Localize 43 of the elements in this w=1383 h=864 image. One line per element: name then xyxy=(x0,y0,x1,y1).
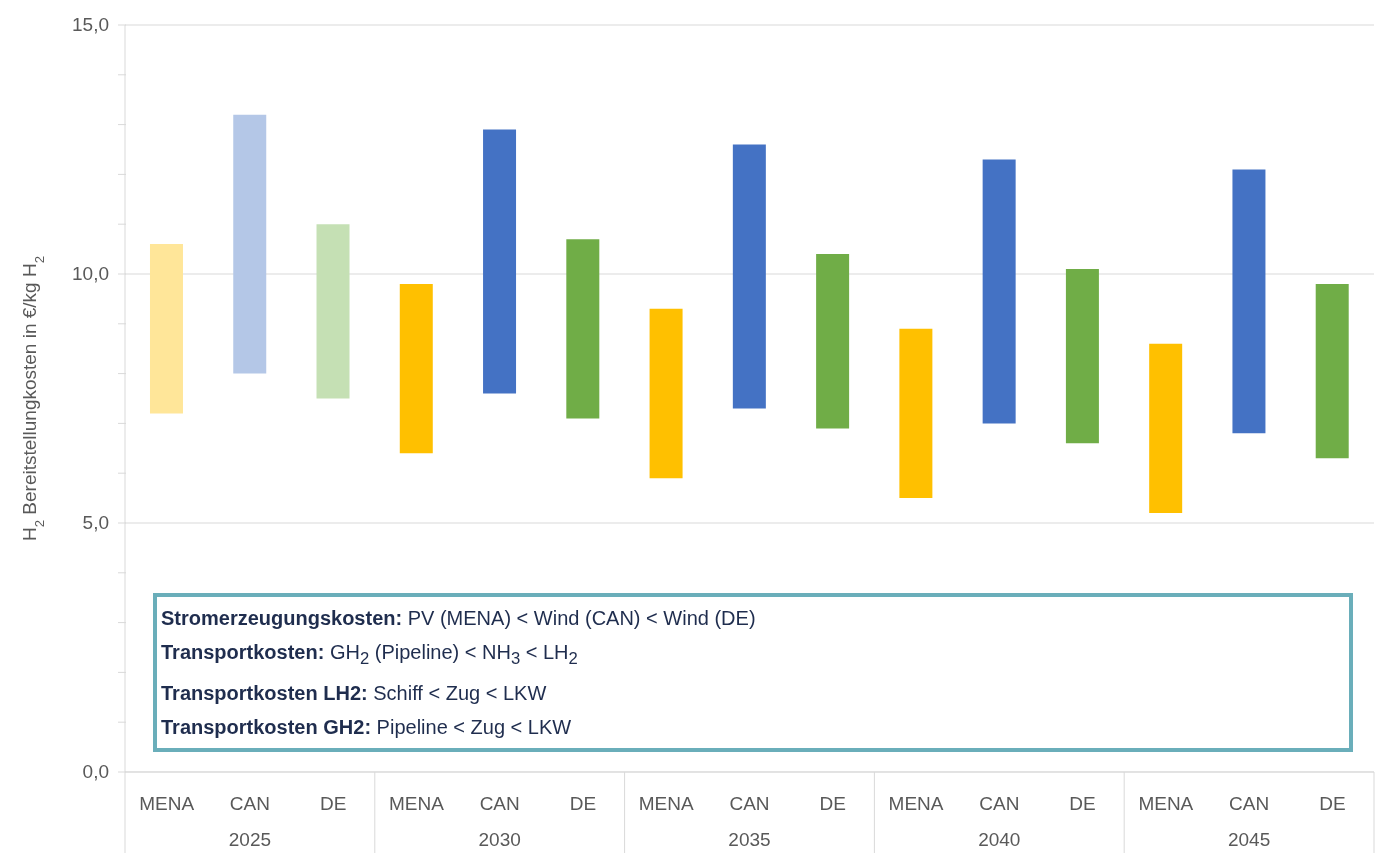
x-tick-label: MENA xyxy=(139,793,195,814)
y-tick-label: 0,0 xyxy=(82,761,109,782)
annotation: Transportkosten: GH$_{2}$ (Pipeline) < NH$_{3}$ < LH$_{2}$ xyxy=(161,640,578,668)
text: 2045 xyxy=(1227,829,1271,850)
x-tick-label: MENA xyxy=(638,793,694,814)
x-tick-label: CAN xyxy=(229,793,270,814)
x-tick-label: MENA xyxy=(1138,793,1194,814)
x-tick-label: DE xyxy=(819,793,846,814)
annotation: Transportkosten LH2: Schiff < Zug < LKW xyxy=(161,681,547,704)
bar xyxy=(1315,283,1349,459)
y-tick-label: 5,0 xyxy=(82,512,109,533)
x-tick-label: MENA xyxy=(888,793,944,814)
x-tick-label: DE xyxy=(1319,793,1346,814)
text: 2030 xyxy=(478,829,521,850)
x-tick-label: CAN xyxy=(1229,793,1270,814)
x-tick-label: CAN xyxy=(729,793,770,814)
bar xyxy=(899,328,933,499)
bar xyxy=(732,144,766,409)
bar xyxy=(1232,169,1266,434)
bar xyxy=(649,308,683,479)
bar xyxy=(1065,269,1099,444)
text: 2025 xyxy=(228,829,272,850)
bar xyxy=(316,224,350,399)
y-tick-label: 10,0 xyxy=(72,263,109,284)
x-tick-label: CAN xyxy=(479,793,520,814)
x-tick-label: DE xyxy=(319,793,347,814)
annotation: Stromerzeugungskosten: PV (MENA) < Wind (CAN) < Wind (DE) xyxy=(161,606,756,629)
y-tick-label: 15,0 xyxy=(72,14,109,35)
text: 2040 xyxy=(978,829,1021,850)
bar xyxy=(483,129,517,394)
bar xyxy=(1149,343,1183,514)
bar xyxy=(233,114,267,374)
x-tick-label: CAN xyxy=(979,793,1020,814)
bar xyxy=(399,283,433,454)
x-tick-label: DE xyxy=(1069,793,1096,814)
bar xyxy=(816,254,850,429)
text: 2035 xyxy=(728,829,771,850)
bar xyxy=(982,159,1016,424)
x-tick-label: MENA xyxy=(388,793,445,814)
bar xyxy=(566,239,600,419)
x-tick-label: DE xyxy=(569,793,597,814)
annotation: Transportkosten GH2: Pipeline < Zug < LKW xyxy=(161,715,572,738)
bar xyxy=(149,244,183,414)
